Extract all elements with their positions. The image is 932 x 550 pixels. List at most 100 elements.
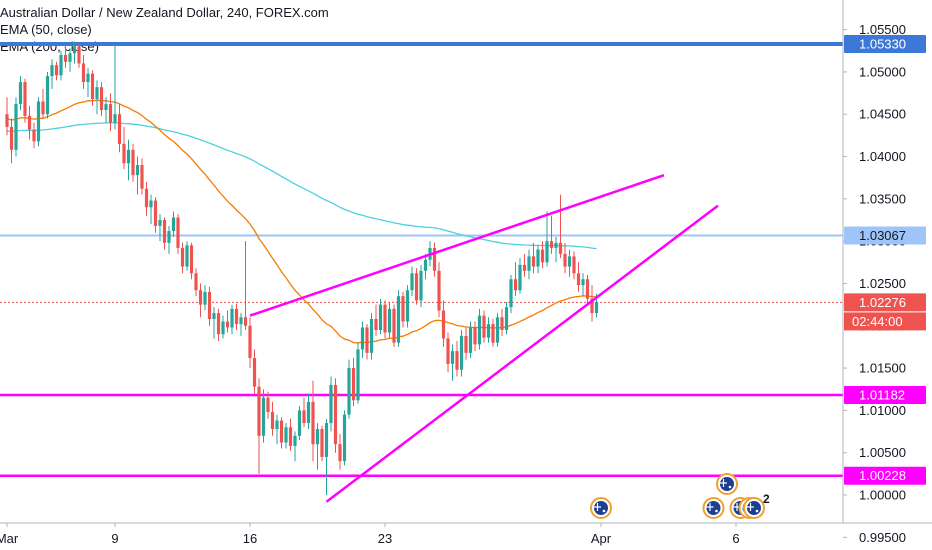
- event-flag-icon[interactable]: 2: [743, 492, 770, 519]
- ema50-line[interactable]: [6, 99, 597, 344]
- candle[interactable]: [167, 225, 171, 254]
- candle[interactable]: [311, 380, 315, 462]
- candle[interactable]: [491, 319, 495, 347]
- candle[interactable]: [248, 317, 252, 369]
- candle[interactable]: [338, 434, 342, 470]
- candle[interactable]: [72, 41, 77, 64]
- candle[interactable]: [77, 44, 81, 68]
- candle[interactable]: [342, 410, 347, 466]
- candle[interactable]: [423, 253, 428, 280]
- candle[interactable]: [432, 242, 437, 277]
- candle[interactable]: [378, 298, 383, 335]
- candle[interactable]: [473, 321, 477, 352]
- candle[interactable]: [27, 105, 32, 140]
- candle[interactable]: [459, 330, 464, 377]
- candle[interactable]: [333, 378, 338, 453]
- candle[interactable]: [500, 308, 504, 336]
- candle[interactable]: [369, 313, 374, 360]
- candle[interactable]: [365, 324, 369, 360]
- candle[interactable]: [32, 122, 36, 149]
- candle[interactable]: [437, 262, 441, 318]
- candle[interactable]: [266, 391, 270, 419]
- candle[interactable]: [441, 300, 446, 347]
- candle[interactable]: [207, 286, 212, 326]
- candle[interactable]: [144, 181, 149, 216]
- candle[interactable]: [135, 156, 140, 195]
- candle[interactable]: [18, 76, 23, 110]
- candle[interactable]: [149, 194, 153, 225]
- candle[interactable]: [455, 341, 459, 377]
- candle[interactable]: [158, 214, 162, 242]
- ema200-line[interactable]: [6, 122, 597, 250]
- candle[interactable]: [41, 88, 45, 119]
- event-flag-icon[interactable]: [590, 497, 612, 519]
- candle[interactable]: [468, 321, 473, 358]
- candle[interactable]: [315, 423, 320, 470]
- candle[interactable]: [513, 262, 518, 297]
- candle[interactable]: [549, 215, 554, 254]
- candle[interactable]: [482, 310, 486, 343]
- candle[interactable]: [194, 268, 198, 297]
- candle[interactable]: [324, 418, 329, 495]
- candle[interactable]: [293, 431, 297, 462]
- candle[interactable]: [99, 82, 104, 116]
- candle[interactable]: [410, 266, 414, 297]
- candle[interactable]: [567, 249, 572, 277]
- current-price-badge[interactable]: 1.02276: [844, 293, 926, 312]
- candle[interactable]: [54, 61, 59, 81]
- candle[interactable]: [450, 344, 455, 381]
- candle[interactable]: [320, 425, 324, 462]
- candle[interactable]: [261, 389, 266, 443]
- candle[interactable]: [392, 304, 396, 347]
- candle[interactable]: [225, 310, 230, 333]
- candle[interactable]: [351, 357, 356, 407]
- candle[interactable]: [5, 97, 9, 136]
- candle[interactable]: [383, 300, 387, 339]
- candle[interactable]: [257, 378, 261, 474]
- candle[interactable]: [576, 262, 581, 292]
- candle[interactable]: [185, 241, 189, 271]
- level-badge[interactable]: 1.03067: [844, 226, 926, 245]
- candle[interactable]: [113, 44, 117, 130]
- candle[interactable]: [23, 78, 27, 123]
- candle[interactable]: [518, 258, 522, 294]
- candle[interactable]: [63, 44, 68, 68]
- candle[interactable]: [14, 97, 18, 157]
- candle[interactable]: [252, 349, 257, 394]
- candle[interactable]: [581, 273, 585, 297]
- candle[interactable]: [126, 139, 131, 181]
- candle[interactable]: [356, 342, 360, 404]
- candle[interactable]: [153, 197, 158, 233]
- candle[interactable]: [306, 393, 311, 429]
- candle[interactable]: [554, 236, 558, 263]
- candle[interactable]: [117, 104, 122, 153]
- candle[interactable]: [176, 214, 180, 254]
- candle[interactable]: [9, 118, 14, 164]
- candle[interactable]: [140, 158, 144, 195]
- candle[interactable]: [590, 285, 594, 322]
- trend-line[interactable]: [249, 173, 665, 317]
- candle[interactable]: [122, 126, 126, 170]
- candle[interactable]: [131, 143, 135, 182]
- candle[interactable]: [572, 251, 576, 280]
- candle[interactable]: [405, 285, 410, 328]
- candle[interactable]: [216, 308, 221, 341]
- candle[interactable]: [221, 315, 225, 339]
- candle[interactable]: [563, 242, 567, 274]
- candle[interactable]: [297, 406, 302, 440]
- candle[interactable]: [189, 242, 194, 280]
- candle[interactable]: [527, 249, 531, 280]
- candle[interactable]: [212, 307, 216, 339]
- candle[interactable]: [477, 308, 482, 350]
- candle[interactable]: [279, 417, 284, 449]
- candle[interactable]: [59, 50, 63, 81]
- candle[interactable]: [203, 285, 207, 311]
- candle[interactable]: [329, 376, 333, 432]
- candle[interactable]: [414, 268, 419, 305]
- candle[interactable]: [50, 59, 54, 89]
- level-badge[interactable]: 1.05330: [844, 35, 926, 53]
- candle[interactable]: [545, 211, 549, 267]
- candle[interactable]: [104, 97, 108, 123]
- trend-line[interactable]: [325, 204, 719, 503]
